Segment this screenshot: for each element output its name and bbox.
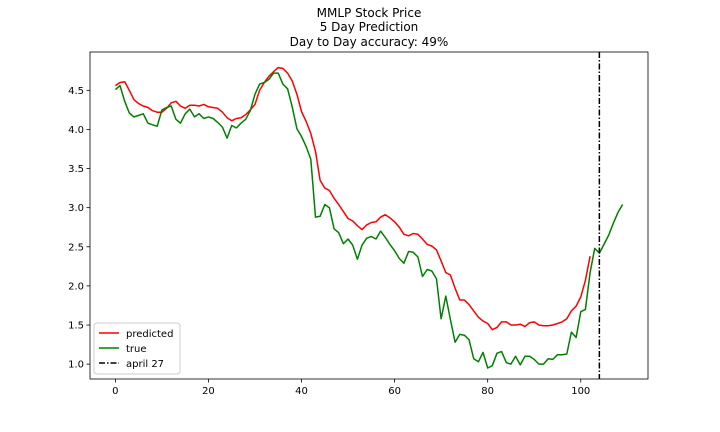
axes-frame xyxy=(89,51,649,380)
series-layer xyxy=(114,66,624,369)
x-tick-label: 0 xyxy=(112,386,118,397)
legend-label-april-27: april 27 xyxy=(126,359,164,370)
x-tick-label: 80 xyxy=(481,386,494,397)
y-tick-label: 4.0 xyxy=(68,125,84,136)
chart-title-line-1: MMLP Stock Price xyxy=(317,6,422,20)
chart-title-line-2: 5 Day Prediction xyxy=(320,20,419,34)
legend: predicted true april 27 xyxy=(93,322,181,375)
series-line-predicted xyxy=(114,66,591,331)
y-tick-label: 1.5 xyxy=(68,321,84,332)
legend-box xyxy=(93,322,181,375)
series-predicted xyxy=(114,66,591,331)
x-tick-label: 60 xyxy=(388,386,401,397)
x-tick-label: 40 xyxy=(295,386,308,397)
y-tick-label: 2.0 xyxy=(68,281,84,292)
y-tick-label: 3.5 xyxy=(68,164,84,175)
x-axis: 0 20 40 60 80 100 xyxy=(112,379,590,397)
x-tick-label: 100 xyxy=(571,386,590,397)
series-line-true xyxy=(114,72,624,369)
x-tick-label: 20 xyxy=(202,386,215,397)
y-axis: 1.0 1.5 2.0 2.5 3.0 3.5 4.0 4.5 xyxy=(68,86,90,371)
series-true xyxy=(114,72,624,369)
legend-label-true: true xyxy=(126,344,147,355)
y-tick-label: 4.5 xyxy=(68,86,84,97)
y-tick-label: 2.5 xyxy=(68,242,84,253)
y-tick-label: 3.0 xyxy=(68,203,84,214)
plot-area xyxy=(89,51,649,380)
y-tick-label: 1.0 xyxy=(68,360,84,371)
legend-label-predicted: predicted xyxy=(126,329,173,340)
chart-title-line-3: Day to Day accuracy: 49% xyxy=(290,35,449,49)
